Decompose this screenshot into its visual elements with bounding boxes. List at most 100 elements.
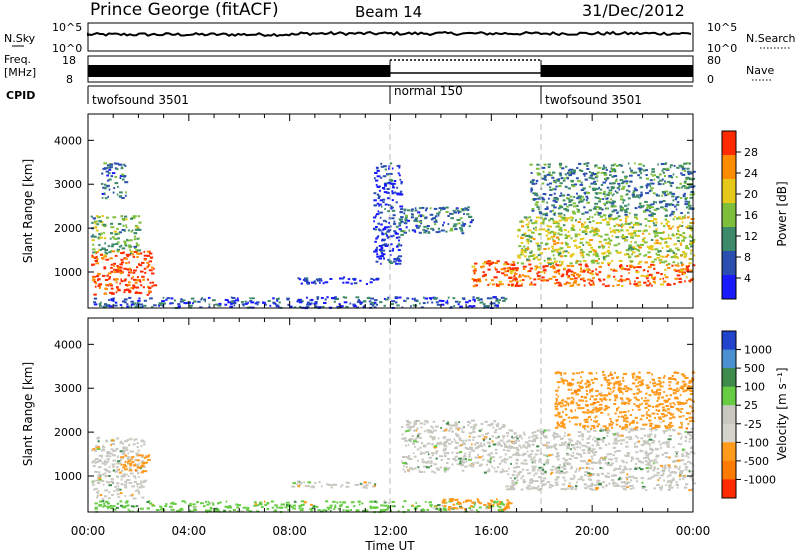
echo-cell bbox=[94, 303, 98, 305]
echo-cell bbox=[594, 183, 597, 185]
echo-cell bbox=[413, 430, 416, 432]
echo-cell bbox=[572, 185, 576, 187]
echo-cell bbox=[134, 246, 138, 248]
echo-cell bbox=[559, 213, 562, 215]
echo-cell bbox=[665, 484, 667, 486]
echo-cell bbox=[462, 470, 464, 472]
echo-cell bbox=[598, 278, 601, 280]
echo-cell bbox=[519, 436, 521, 438]
echo-cell bbox=[370, 278, 373, 280]
echo-cell bbox=[496, 298, 499, 300]
echo-cell bbox=[573, 452, 575, 454]
echo-cell bbox=[467, 206, 470, 208]
echo-cell bbox=[600, 216, 603, 218]
echo-cell bbox=[108, 196, 110, 198]
echo-cell bbox=[571, 229, 574, 231]
echo-cell bbox=[197, 301, 200, 303]
echo-cell bbox=[571, 274, 575, 276]
echo-cell bbox=[526, 259, 529, 261]
echo-cell bbox=[550, 231, 554, 233]
echo-cell bbox=[359, 280, 361, 282]
echo-cell bbox=[498, 281, 502, 283]
echo-cell bbox=[668, 398, 671, 400]
echo-cell bbox=[675, 264, 678, 266]
echo-cell bbox=[114, 238, 118, 240]
echo-cell bbox=[685, 436, 687, 438]
echo-cell bbox=[543, 193, 547, 195]
echo-cell bbox=[264, 504, 267, 506]
echo-cell bbox=[570, 285, 574, 287]
echo-cell bbox=[651, 427, 654, 429]
echo-cell bbox=[667, 221, 670, 223]
echo-cell bbox=[387, 210, 390, 212]
echo-cell bbox=[643, 237, 646, 239]
echo-cell bbox=[577, 211, 581, 213]
echo-cell bbox=[479, 280, 482, 282]
echo-cell bbox=[578, 221, 581, 223]
echo-cell bbox=[385, 169, 387, 171]
echo-cell bbox=[607, 464, 611, 466]
echo-cell bbox=[620, 443, 622, 445]
echo-cell bbox=[148, 290, 152, 292]
echo-cell bbox=[606, 207, 608, 209]
echo-cell bbox=[614, 399, 616, 401]
echo-cell bbox=[441, 230, 445, 232]
echo-cell bbox=[535, 220, 538, 222]
echo-cell bbox=[654, 417, 656, 419]
echo-cell bbox=[540, 242, 543, 244]
echo-cell bbox=[350, 509, 352, 511]
echo-cell bbox=[593, 430, 596, 432]
echo-cell bbox=[102, 275, 106, 277]
echo-cell bbox=[450, 228, 453, 230]
echo-cell bbox=[512, 442, 515, 444]
echo-cell bbox=[102, 446, 105, 448]
echo-cell bbox=[535, 229, 537, 231]
echo-cell bbox=[600, 189, 602, 191]
echo-cell bbox=[378, 210, 380, 212]
echo-cell bbox=[590, 247, 593, 249]
echo-cell bbox=[125, 482, 127, 484]
echo-cell bbox=[681, 264, 684, 266]
echo-cell bbox=[434, 223, 436, 225]
echo-cell bbox=[625, 436, 628, 438]
echo-cell bbox=[114, 305, 118, 307]
power-ylabel: Slant Range [km] bbox=[21, 159, 35, 263]
echo-cell bbox=[673, 173, 675, 175]
echo-cell bbox=[387, 297, 389, 299]
echo-cell bbox=[508, 440, 511, 442]
echo-cell bbox=[516, 435, 518, 437]
echo-cell bbox=[511, 436, 513, 438]
echo-cell bbox=[663, 200, 666, 202]
echo-cell bbox=[640, 244, 644, 246]
echo-cell bbox=[629, 438, 633, 440]
echo-cell bbox=[99, 474, 101, 476]
echo-cell bbox=[682, 381, 686, 383]
echo-cell bbox=[615, 180, 618, 182]
echo-cell bbox=[148, 287, 150, 289]
echo-cell bbox=[103, 224, 106, 226]
echo-cell bbox=[279, 301, 281, 303]
echo-cell bbox=[622, 481, 626, 483]
echo-cell bbox=[633, 230, 637, 232]
echo-cell bbox=[607, 387, 611, 389]
echo-cell bbox=[639, 261, 643, 263]
echo-cell bbox=[567, 384, 570, 386]
cpid-segment-2: normal 150 bbox=[394, 84, 463, 98]
echo-cell bbox=[592, 448, 596, 450]
echo-cell bbox=[618, 164, 621, 166]
echo-cell bbox=[516, 482, 518, 484]
echo-cell bbox=[630, 479, 632, 481]
echo-cell bbox=[183, 302, 187, 304]
echo-cell bbox=[133, 475, 136, 477]
echo-cell bbox=[102, 474, 105, 476]
echo-cell bbox=[688, 173, 691, 175]
echo-cell bbox=[542, 213, 545, 215]
echo-cell bbox=[614, 170, 617, 172]
echo-cell bbox=[611, 164, 615, 166]
echo-cell bbox=[686, 453, 690, 455]
echo-cell bbox=[500, 283, 503, 285]
echo-cell bbox=[564, 214, 566, 216]
echo-cell bbox=[528, 216, 531, 218]
echo-cell bbox=[676, 388, 678, 390]
echo-cell bbox=[382, 201, 384, 203]
